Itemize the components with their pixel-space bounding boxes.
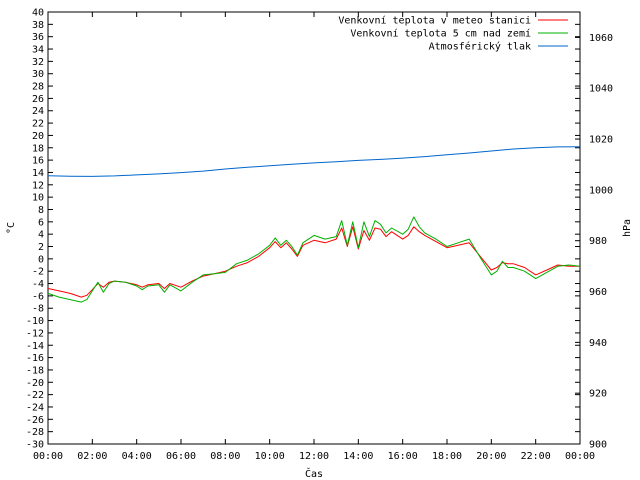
y-tick-label: -2 [32,267,44,278]
y-tick-label: -26 [26,415,44,426]
y2-tick-label: 920 [589,389,607,400]
y-axis-label: °C [6,222,17,234]
legend-label: Venkovní teplota 5 cm nad zemí [350,28,531,40]
y-tick-label: 34 [32,45,44,56]
x-tick-label: 10:00 [255,451,285,462]
x-tick-label: 04:00 [122,451,152,462]
y2-tick-label: 1000 [589,185,613,196]
x-tick-label: 08:00 [210,451,240,462]
y2-tick-label: 1020 [589,135,613,146]
y-tick-label: 32 [32,57,44,68]
y-tick-label: 38 [32,20,44,31]
x-tick-label: 18:00 [432,451,462,462]
y-tick-label: 22 [32,119,44,130]
plot-frame [47,11,581,445]
y-tick-label: 30 [32,69,44,80]
y-tick-label: 14 [32,168,44,179]
y2-tick-label: 1040 [589,84,613,95]
x-tick-labels: 00:00 02:00 04:00 06:00 08:00 10:00 12:00 14:00… [33,451,595,462]
y2-tick-label: 960 [589,287,607,298]
y-tick-label: -30 [26,440,44,451]
series-line-2 [47,216,581,303]
y2-tick-label: 1060 [589,33,613,44]
y-tick-label: -10 [26,316,44,327]
y-tick-label: 16 [32,156,44,167]
axis-ticks [47,11,581,445]
y-tick-label: 6 [38,217,44,228]
y-tick-label: 4 [38,230,44,241]
y-tick-label: 10 [32,193,44,204]
y2-tick-labels: 1060 1040 1020 1000 980 960 940 920 900 [589,33,613,451]
y-tick-label: -16 [26,353,44,364]
y-tick-label: -22 [26,390,44,401]
x-axis-label: Čas [305,467,323,480]
y-tick-label: 18 [32,143,44,154]
x-tick-label: 16:00 [388,451,418,462]
y-tick-label: 0 [38,254,44,265]
x-tick-label: 00:00 [565,451,595,462]
legend: Venkovní teplota v meteo staniciVenkovní… [338,15,568,53]
y2-tick-label: 900 [589,440,607,451]
x-tick-label: 14:00 [343,451,373,462]
y-tick-label: -20 [26,378,44,389]
y-tick-label: -6 [32,291,44,302]
y-tick-label: 2 [38,242,44,253]
x-tick-label: 00:00 [33,451,63,462]
y-tick-label: 28 [32,82,44,93]
y-tick-label: -14 [26,341,44,352]
y-tick-label: 20 [32,131,44,142]
x-tick-label: 02:00 [77,451,107,462]
y-tick-label: -18 [26,365,44,376]
y-tick-label: -28 [26,427,44,438]
y-tick-label: 36 [32,32,44,43]
y-tick-label: -12 [26,328,44,339]
y-tick-label: 40 [32,8,44,19]
legend-label: Venkovní teplota v meteo stanici [338,15,531,27]
x-tick-label: 22:00 [521,451,551,462]
legend-label: Atmosférický tlak [429,41,531,53]
y-tick-label: -8 [32,304,44,315]
x-tick-label: 20:00 [476,451,506,462]
x-tick-label: 12:00 [299,451,329,462]
series-line-3 [47,146,581,177]
y-tick-labels: 4038363432302826242220181614121086420-2-… [26,8,44,451]
y-tick-label: 24 [32,106,44,117]
series-line-1 [47,226,580,298]
y-tick-label: -24 [26,402,44,413]
x-tick-label: 06:00 [166,451,196,462]
y2-tick-label: 940 [589,338,607,349]
y2-axis-label: hPa [622,219,633,237]
y2-tick-label: 980 [589,236,607,247]
y-tick-label: 8 [38,205,44,216]
y-tick-label: -4 [32,279,44,290]
y-tick-label: 26 [32,94,44,105]
y-tick-label: 12 [32,180,44,191]
series-lines [47,146,581,303]
